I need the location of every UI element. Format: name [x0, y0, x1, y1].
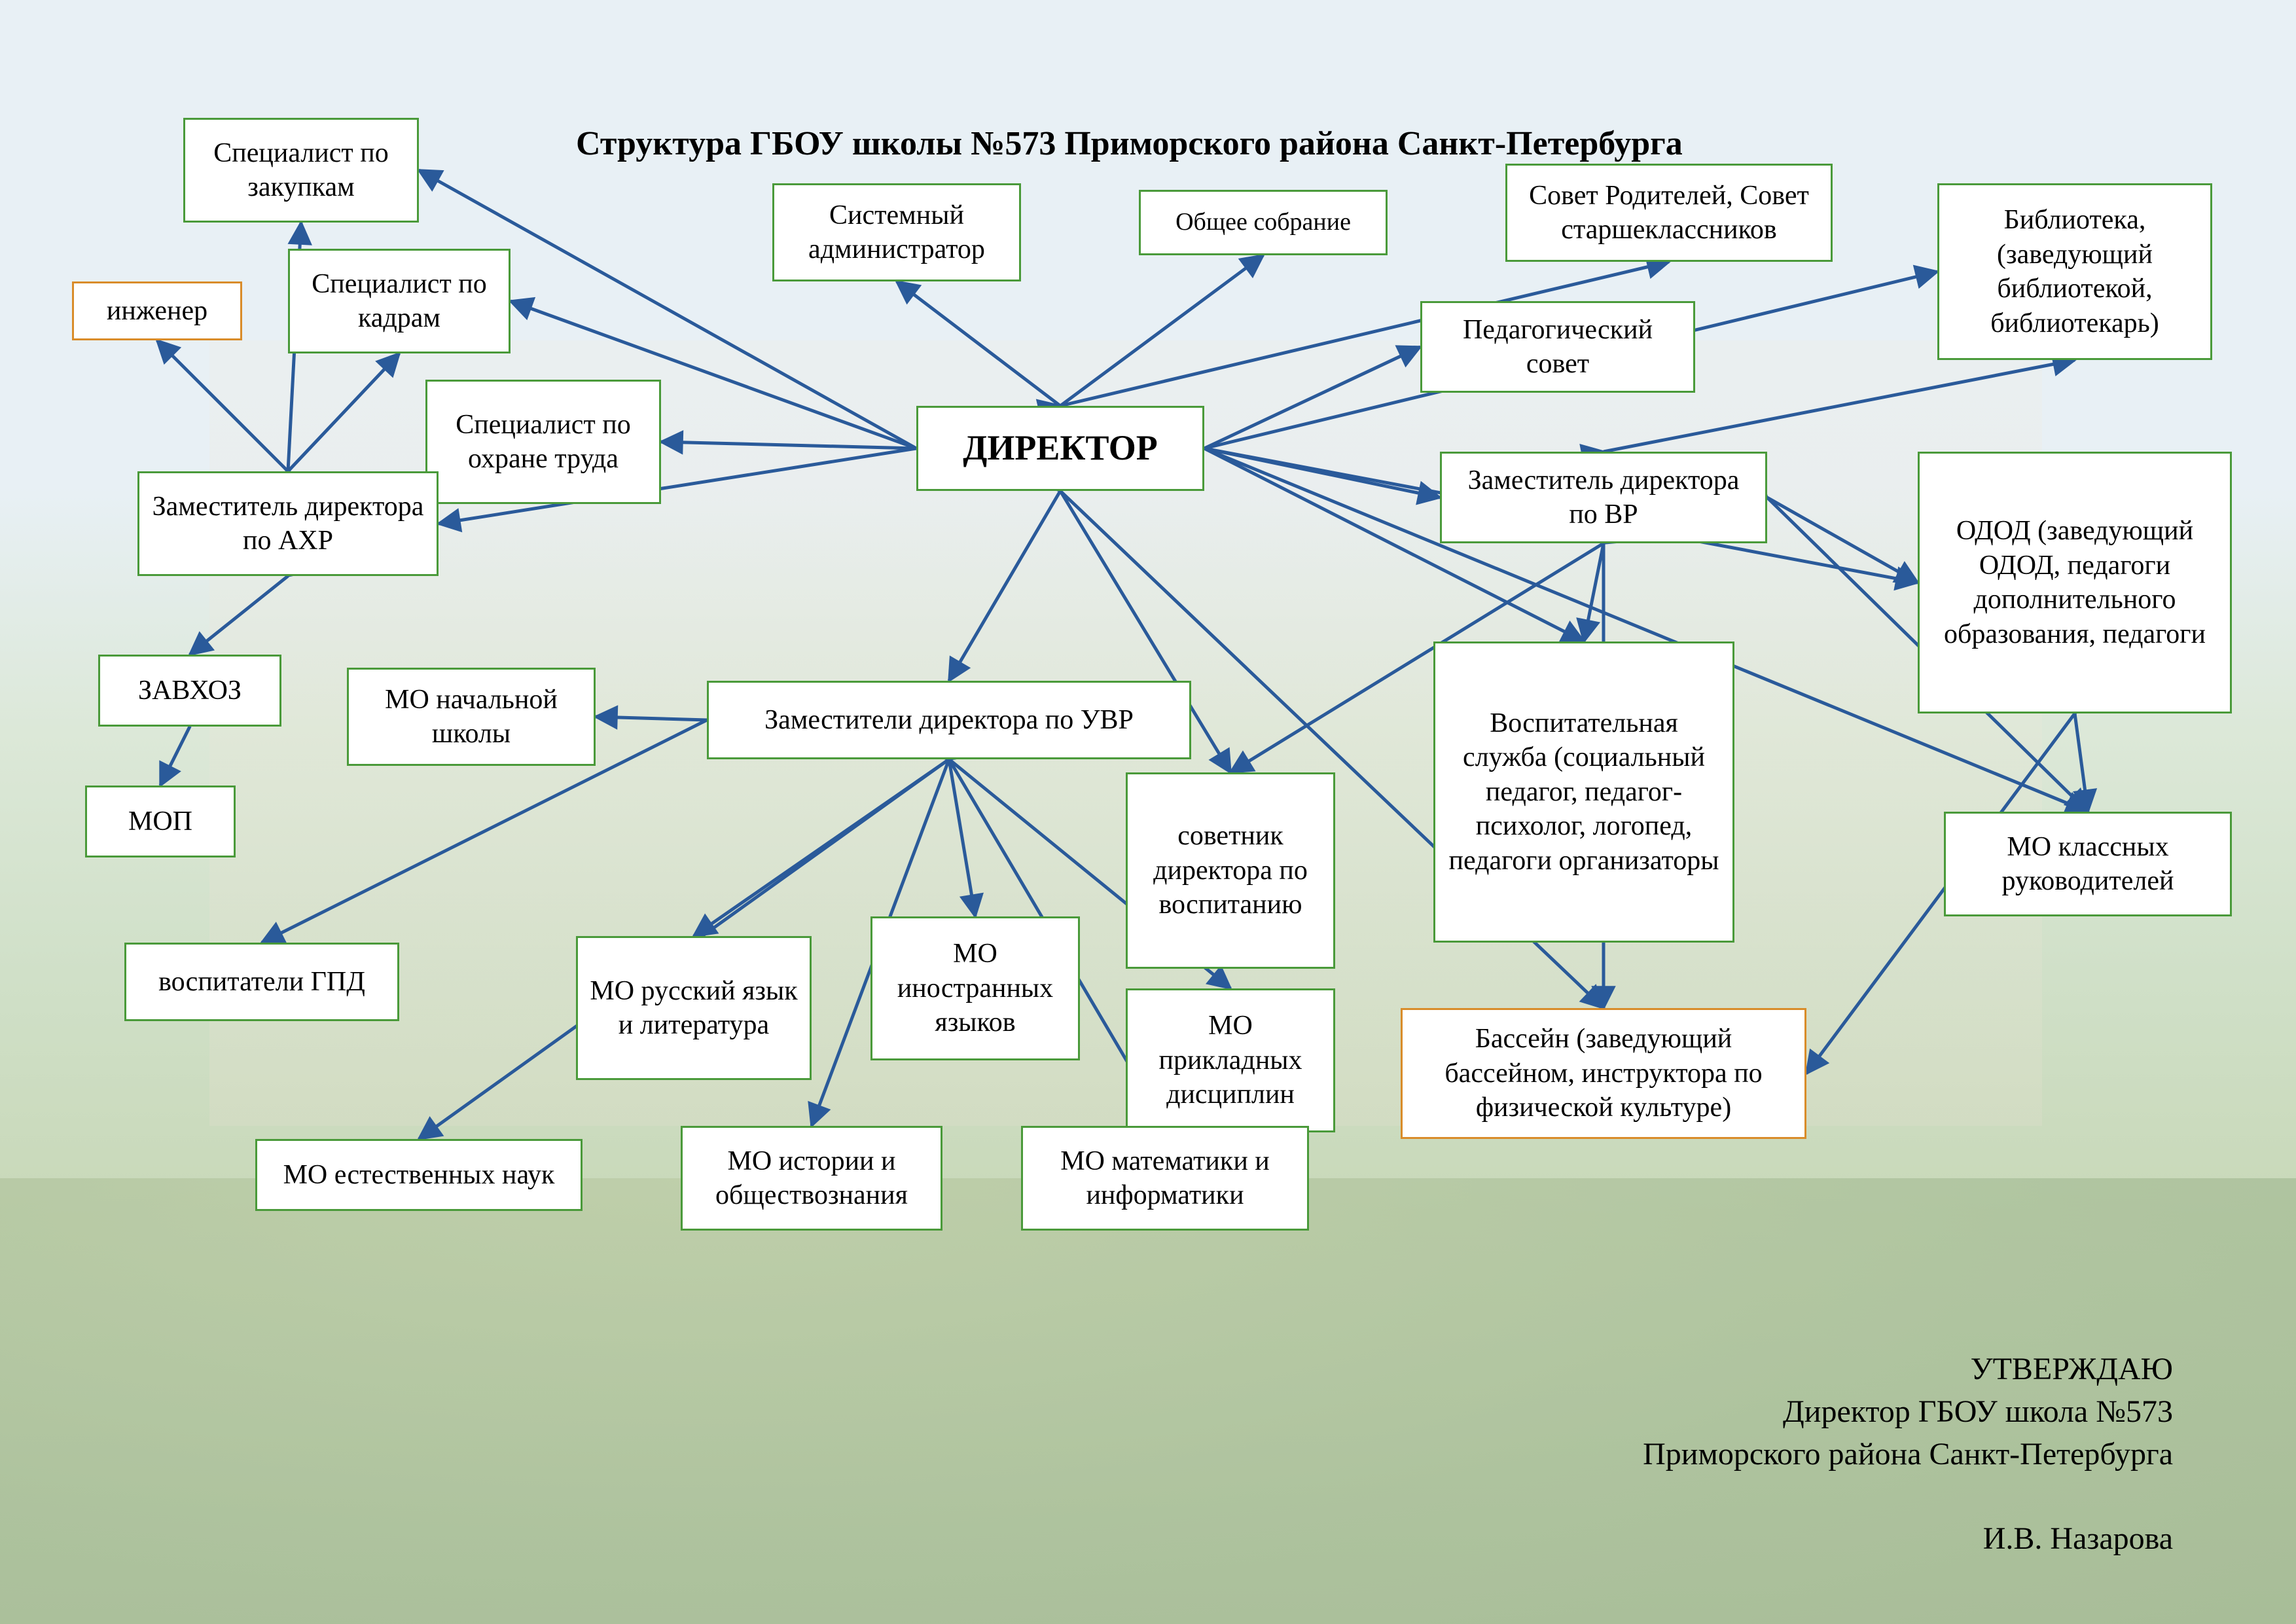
node-mo_inostr: МО иностранных языков [870, 916, 1080, 1060]
node-obshee: Общее собрание [1139, 190, 1388, 255]
node-spec_ohrana: Специалист по охране труда [425, 380, 661, 504]
node-zam_axr: Заместитель директора по АХР [137, 471, 439, 576]
node-vosp_gpd: воспитатели ГПД [124, 943, 399, 1021]
node-label: МО начальной школы [361, 683, 582, 751]
approval-line: УТВЕРЖДАЮ [1643, 1348, 2173, 1391]
node-label: Специалист по кадрам [302, 267, 497, 336]
node-mop: МОП [85, 785, 236, 857]
node-label: Специалист по закупкам [197, 136, 405, 205]
node-mo_nach: МО начальной школы [347, 668, 596, 766]
node-mo_rus: МО русский язык и литература [576, 936, 812, 1080]
node-label: МО классных руководителей [1958, 830, 2218, 899]
node-engineer: инженер [72, 281, 242, 340]
node-label: МО истории и обществознания [694, 1144, 929, 1213]
node-label: Специалист по охране труда [439, 408, 647, 477]
node-label: Системный администратор [786, 198, 1007, 267]
node-label: воспитатели ГПД [158, 965, 365, 1000]
node-label: МО русский язык и литература [590, 974, 798, 1043]
node-spec_zakup: Специалист по закупкам [183, 118, 419, 223]
node-sovet_rod: Совет Родителей, Совет старшеклассников [1505, 164, 1833, 262]
node-label: Воспитательная служба (социальный педаго… [1447, 706, 1721, 878]
node-mo_hist: МО истории и обществознания [681, 1126, 942, 1231]
node-label: МО прикладных дисциплин [1139, 1009, 1321, 1112]
node-label: инженер [107, 294, 207, 329]
node-label: ОДОД (заведующий ОДОД, педагоги дополнит… [1931, 514, 2218, 651]
node-label: ЗАВХОЗ [138, 674, 242, 708]
node-label: Бассейн (заведующий бассейном, инструкто… [1414, 1022, 1793, 1125]
node-label: МО естественных наук [283, 1158, 555, 1193]
approval-block: УТВЕРЖДАЮДиректор ГБОУ школа №573Приморс… [1643, 1348, 2173, 1561]
node-vosp_sluzhba: Воспитательная служба (социальный педаго… [1433, 641, 1734, 943]
node-label: Заместитель директора по ВР [1454, 463, 1753, 532]
approval-line [1643, 1475, 2173, 1518]
node-mo_klass: МО классных руководителей [1944, 812, 2232, 916]
node-label: Педагогический совет [1434, 313, 1681, 382]
node-mo_math: МО математики и информатики [1021, 1126, 1309, 1231]
node-label: советник директора по воспитанию [1139, 819, 1321, 922]
node-label: Общее собрание [1175, 207, 1351, 238]
node-odod: ОДОД (заведующий ОДОД, педагоги дополнит… [1918, 452, 2232, 713]
node-label: МО математики и информатики [1035, 1144, 1295, 1213]
node-label: Библиотека, (заведующий библиотекой, биб… [1951, 203, 2198, 340]
node-director: ДИРЕКТОР [916, 406, 1204, 491]
node-mo_estestv: МО естественных наук [255, 1139, 583, 1211]
node-pedsovet: Педагогический совет [1420, 301, 1695, 393]
node-label: Заместитель директора по АХР [151, 490, 425, 558]
node-sovetnik: советник директора по воспитанию [1126, 772, 1335, 969]
node-label: МОП [128, 804, 192, 839]
node-spec_kadry: Специалист по кадрам [288, 249, 511, 353]
node-zavhoz: ЗАВХОЗ [98, 655, 281, 727]
approval-line: Директор ГБОУ школа №573 [1643, 1391, 2173, 1434]
approval-line: И.В. Назарова [1643, 1518, 2173, 1561]
node-biblioteka: Библиотека, (заведующий библиотекой, биб… [1937, 183, 2212, 360]
node-label: МО иностранных языков [884, 937, 1066, 1040]
node-zam_vr: Заместитель директора по ВР [1440, 452, 1767, 543]
node-label: Заместители директора по УВР [764, 703, 1134, 738]
node-bassein: Бассейн (заведующий бассейном, инструкто… [1401, 1008, 1806, 1139]
node-zam_uvr: Заместители директора по УВР [707, 681, 1191, 759]
node-mo_prikl: МО прикладных дисциплин [1126, 988, 1335, 1132]
node-label: ДИРЕКТОР [963, 426, 1158, 471]
node-label: Совет Родителей, Совет старшеклассников [1519, 179, 1819, 247]
approval-line: Приморского района Санкт-Петербурга [1643, 1434, 2173, 1476]
node-sysadmin: Системный администратор [772, 183, 1021, 281]
